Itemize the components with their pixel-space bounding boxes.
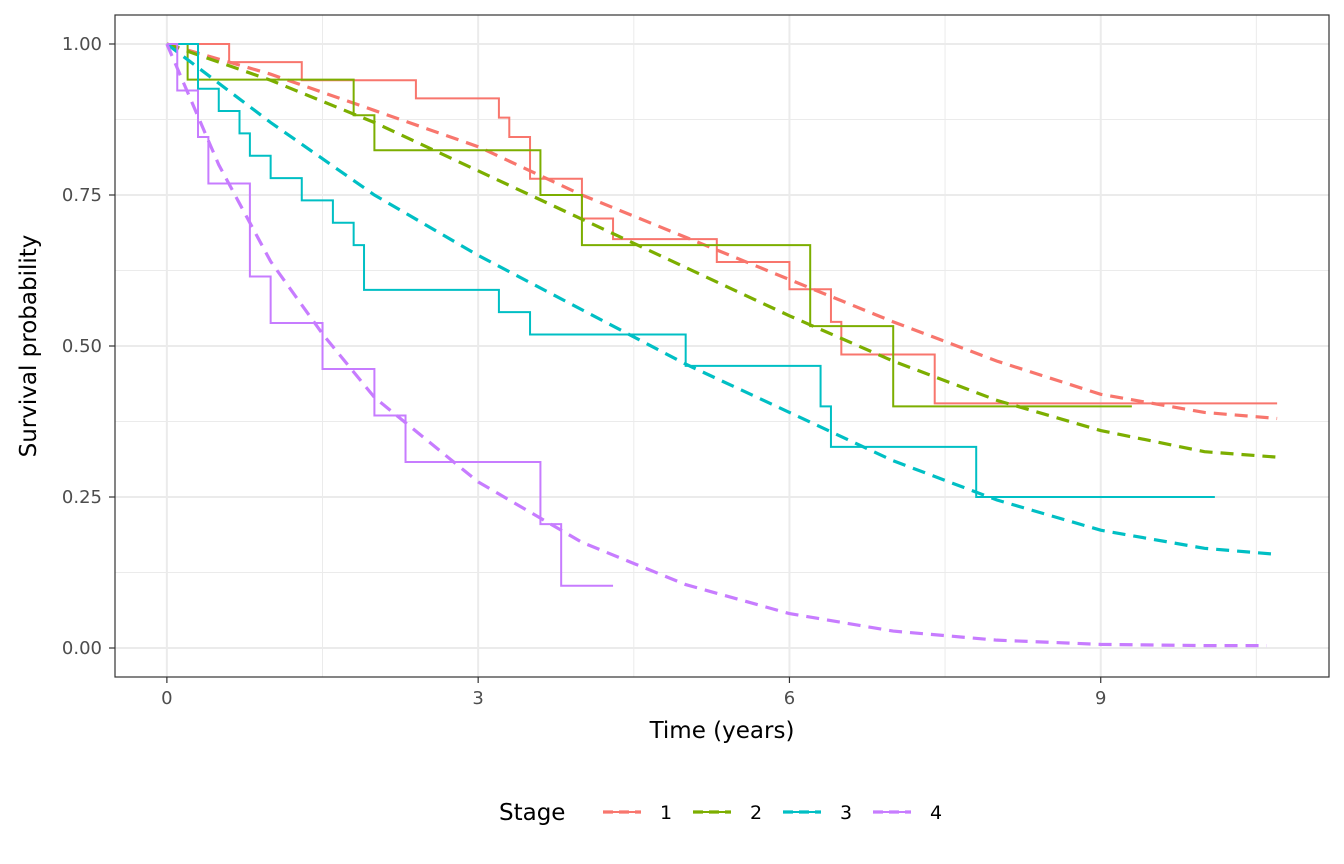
fitted-curve-stage-1	[166, 42, 1278, 421]
legend-title: Stage	[499, 800, 565, 826]
x-tick-label: 6	[784, 688, 795, 709]
km-step-curve-stage-2	[166, 42, 1132, 408]
legend-label-stage-3: 3	[840, 802, 852, 824]
axis-ticks: 0 3 6 9 0.00 0.25 0.50 0.75 1.00	[62, 34, 1107, 709]
y-axis-title: Survival probability	[16, 235, 42, 458]
x-tick-label: 0	[161, 688, 172, 709]
y-tick-label: 0.75	[62, 185, 102, 206]
x-tick-label: 3	[472, 688, 483, 709]
legend-label-stage-1: 1	[660, 802, 672, 824]
y-tick-label: 0.25	[62, 487, 102, 508]
legend: Stage 1 2 3 4	[499, 800, 942, 826]
fitted-curve-stage-3	[165, 42, 1278, 556]
fitted-curve-stage-4	[165, 43, 1267, 648]
y-tick-label: 1.00	[62, 34, 102, 55]
x-axis-title: Time (years)	[649, 718, 795, 744]
y-tick-label: 0.50	[62, 336, 102, 357]
legend-label-stage-2: 2	[750, 802, 762, 824]
grid-layer	[115, 15, 1329, 677]
series-layer	[165, 42, 1278, 648]
km-step-curve-stage-3	[166, 42, 1215, 498]
x-tick-label: 9	[1095, 688, 1106, 709]
fitted-curve-stage-2	[166, 42, 1278, 459]
km-step-curve-stage-4	[166, 42, 614, 587]
y-tick-label: 0.00	[62, 638, 102, 659]
legend-label-stage-4: 4	[930, 802, 942, 824]
